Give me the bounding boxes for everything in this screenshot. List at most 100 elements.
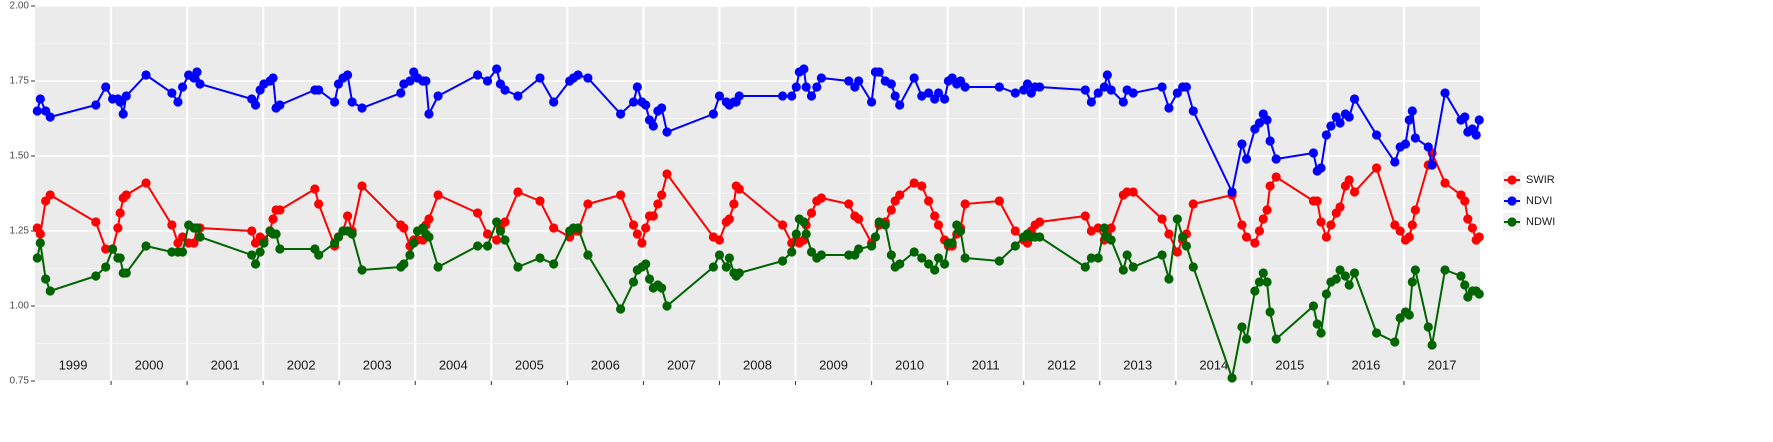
point <box>1172 247 1182 257</box>
point <box>121 190 131 200</box>
point <box>1271 334 1281 344</box>
legend-point <box>1507 196 1517 206</box>
x-tick-label: 1999 <box>59 357 88 372</box>
point <box>1080 85 1090 95</box>
point <box>930 211 940 221</box>
point <box>777 91 788 101</box>
point <box>1181 82 1192 92</box>
point <box>1474 232 1484 242</box>
point <box>1258 268 1268 278</box>
point <box>192 223 202 233</box>
point <box>549 259 559 269</box>
point <box>424 109 434 119</box>
point <box>1181 241 1192 251</box>
point <box>91 271 101 281</box>
point <box>405 76 415 86</box>
point <box>91 100 101 110</box>
point <box>1241 232 1252 242</box>
point <box>45 190 55 200</box>
point <box>1316 217 1326 227</box>
point <box>421 76 431 86</box>
point <box>535 253 545 263</box>
point <box>924 88 934 98</box>
point <box>118 109 128 119</box>
point <box>1312 319 1322 329</box>
point <box>167 220 177 230</box>
series-line <box>36 66 1481 196</box>
point <box>32 106 42 116</box>
point <box>1122 250 1132 260</box>
point <box>91 217 101 227</box>
point <box>1237 220 1247 230</box>
point <box>1118 97 1128 107</box>
point <box>1086 253 1096 263</box>
legend-point <box>1507 175 1517 185</box>
point <box>1102 70 1112 80</box>
point <box>1471 130 1481 140</box>
point <box>1321 232 1331 242</box>
point <box>583 199 593 209</box>
point <box>1321 130 1331 140</box>
point <box>886 205 896 215</box>
point <box>492 64 502 74</box>
point <box>141 70 151 80</box>
point <box>1265 136 1275 146</box>
point <box>45 286 55 296</box>
point <box>787 91 797 101</box>
point <box>886 79 896 89</box>
point <box>1400 139 1411 149</box>
point <box>1106 223 1116 233</box>
point <box>424 214 434 224</box>
x-tick-label: 2007 <box>667 357 696 372</box>
point <box>777 220 788 230</box>
point <box>101 262 111 272</box>
point <box>714 91 725 101</box>
point <box>844 199 854 209</box>
point <box>844 76 854 86</box>
point <box>866 241 877 251</box>
point <box>347 97 357 107</box>
point <box>1331 274 1341 284</box>
point <box>1227 187 1237 197</box>
x-tick-label: 2012 <box>1047 357 1076 372</box>
y-tick-label: 1.75 <box>10 76 30 87</box>
point <box>1227 373 1237 383</box>
point <box>173 97 183 107</box>
point <box>806 247 817 257</box>
point <box>1237 139 1247 149</box>
point <box>657 103 667 113</box>
point <box>1410 265 1420 275</box>
point <box>1172 214 1182 224</box>
point <box>641 100 651 110</box>
point <box>628 97 639 107</box>
point <box>616 190 626 200</box>
point <box>167 88 177 98</box>
point <box>1010 88 1020 98</box>
point <box>1093 88 1103 98</box>
point <box>1335 202 1345 212</box>
x-tick-label: 2014 <box>1199 357 1228 372</box>
point <box>1344 280 1354 290</box>
point <box>500 85 510 95</box>
point <box>107 244 118 254</box>
x-tick-label: 2001 <box>211 357 240 372</box>
point <box>657 283 667 293</box>
point <box>495 226 506 236</box>
point <box>895 259 905 269</box>
x-tick-label: 2006 <box>591 357 620 372</box>
point <box>1460 196 1470 206</box>
point <box>1010 241 1020 251</box>
point <box>1349 268 1360 278</box>
x-tick-label: 2010 <box>895 357 924 372</box>
point <box>1254 226 1265 236</box>
x-tick-label: 2004 <box>439 357 468 372</box>
point <box>641 259 651 269</box>
point <box>1271 172 1281 182</box>
point <box>121 91 131 101</box>
point <box>141 178 151 188</box>
point <box>724 253 734 263</box>
point <box>1308 301 1319 311</box>
point <box>994 196 1004 206</box>
point <box>409 238 419 248</box>
